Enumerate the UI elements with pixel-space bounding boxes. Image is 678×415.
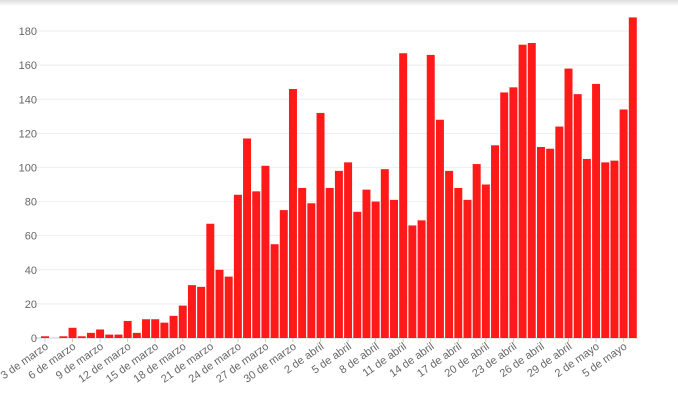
bar[interactable]: 21 de abril: 113	[491, 145, 500, 338]
bar[interactable]: 10 de abril: 81	[390, 199, 398, 338]
bar[interactable]: 11 de marzo: 2	[114, 334, 123, 338]
bar[interactable]: 3 de mayo: 103	[601, 162, 610, 338]
y-tick-label: 0	[31, 333, 37, 345]
bar[interactable]: 30 de marzo: 146	[288, 89, 297, 338]
bar[interactable]: 20 de abril: 90	[481, 184, 490, 338]
bars: 3 de marzo: 14 de marzo: 05 de marzo: 16…	[41, 17, 637, 339]
bar[interactable]: 24 de abril: 172	[518, 44, 527, 338]
bar[interactable]: 16 de marzo: 9	[160, 322, 169, 338]
bar[interactable]: 28 de abril: 124	[555, 126, 564, 338]
y-tick-label: 80	[25, 197, 37, 209]
bar[interactable]: 22 de abril: 144	[500, 92, 509, 338]
bar[interactable]: 18 de marzo: 19	[178, 305, 187, 338]
y-axis: 0 20 40 60 80 100 120 140 160 180	[19, 26, 37, 345]
bar[interactable]: 21 de marzo: 67	[206, 223, 215, 338]
bar[interactable]: 25 de marzo: 117	[243, 138, 252, 338]
bar[interactable]: 7 de abril: 87	[362, 189, 371, 338]
y-tick-label: 120	[19, 128, 37, 140]
bar[interactable]: 8 de marzo: 3	[86, 332, 95, 338]
bar[interactable]: 26 de abril: 112	[536, 147, 545, 338]
bar[interactable]: 13 de abril: 69	[417, 220, 426, 338]
bar[interactable]: 24 de marzo: 84	[233, 194, 242, 338]
bar[interactable]: 9 de marzo: 5	[96, 329, 105, 338]
bar[interactable]: 12 de marzo: 10	[123, 320, 132, 338]
y-tick-label: 40	[25, 265, 37, 277]
bar[interactable]: 8 de abril: 80	[371, 201, 380, 338]
y-tick-label: 180	[19, 26, 37, 38]
bar[interactable]: 29 de marzo: 75	[279, 210, 288, 338]
bar[interactable]: 17 de abril: 88	[454, 187, 463, 338]
bar[interactable]: 16 de abril: 98	[445, 170, 454, 338]
y-tick-label: 100	[19, 162, 37, 174]
bar[interactable]: 13 de marzo: 3	[132, 332, 141, 338]
bar[interactable]: 3 de abril: 88	[325, 187, 334, 338]
bar[interactable]: 18 de abril: 81	[463, 199, 472, 338]
bar[interactable]: 1 de abril: 79	[307, 203, 316, 338]
bar[interactable]: 7 de marzo: 1	[77, 336, 86, 338]
bar[interactable]: 17 de marzo: 13	[169, 315, 178, 338]
bar[interactable]: 19 de abril: 102	[472, 164, 481, 338]
bar[interactable]: 20 de marzo: 30	[197, 286, 206, 338]
y-tick-label: 20	[25, 299, 37, 311]
top-shadow	[0, 0, 678, 6]
bar[interactable]: 5 de marzo: 1	[59, 336, 68, 338]
bar[interactable]: 3 de marzo: 1	[41, 336, 49, 338]
bar[interactable]: 9 de abril: 99	[380, 169, 389, 338]
bar[interactable]: 23 de marzo: 36	[224, 276, 233, 338]
bar[interactable]: 15 de marzo: 11	[151, 319, 160, 338]
bar[interactable]: 14 de abril: 166	[426, 54, 435, 339]
bar[interactable]: 5 de abril: 103	[344, 162, 353, 338]
bar[interactable]: 2 de mayo: 149	[592, 83, 601, 338]
y-tick-label: 140	[19, 94, 37, 106]
bar[interactable]: 6 de marzo: 6	[68, 327, 77, 338]
bar[interactable]: 6 de mayo: 188	[628, 17, 637, 338]
y-tick-label: 60	[25, 231, 37, 243]
bar[interactable]: 15 de abril: 128	[435, 119, 444, 338]
bar[interactable]: 25 de abril: 173	[527, 42, 536, 339]
y-tick-label: 160	[19, 60, 37, 72]
bar[interactable]: 26 de marzo: 86	[252, 191, 261, 338]
bar[interactable]: 4 de abril: 98	[334, 170, 343, 338]
bar[interactable]: 29 de abril: 158	[564, 68, 573, 338]
bar[interactable]: 19 de marzo: 31	[187, 285, 196, 338]
bar[interactable]: 2 de abril: 132	[316, 112, 325, 338]
bar[interactable]: 11 de abril: 167	[399, 53, 408, 338]
bar[interactable]: 12 de abril: 66	[408, 225, 417, 338]
bar[interactable]: 10 de marzo: 2	[105, 334, 114, 338]
bar[interactable]: 22 de marzo: 40	[215, 269, 224, 338]
bar[interactable]: 14 de marzo: 11	[142, 319, 151, 338]
bar[interactable]: 23 de abril: 147	[509, 87, 518, 338]
bar[interactable]: 31 de marzo: 88	[298, 187, 307, 338]
bar[interactable]: 27 de abril: 111	[546, 148, 555, 338]
bar[interactable]: 30 de abril: 143	[573, 94, 582, 339]
bar[interactable]: 5 de mayo: 134	[619, 109, 628, 339]
bar[interactable]: 6 de abril: 74	[353, 211, 362, 338]
bar[interactable]: 28 de marzo: 55	[270, 244, 279, 338]
bar[interactable]: 4 de mayo: 104	[610, 160, 619, 338]
bar[interactable]: 27 de marzo: 101	[261, 165, 270, 338]
bar[interactable]: 1 de mayo: 105	[582, 158, 591, 338]
